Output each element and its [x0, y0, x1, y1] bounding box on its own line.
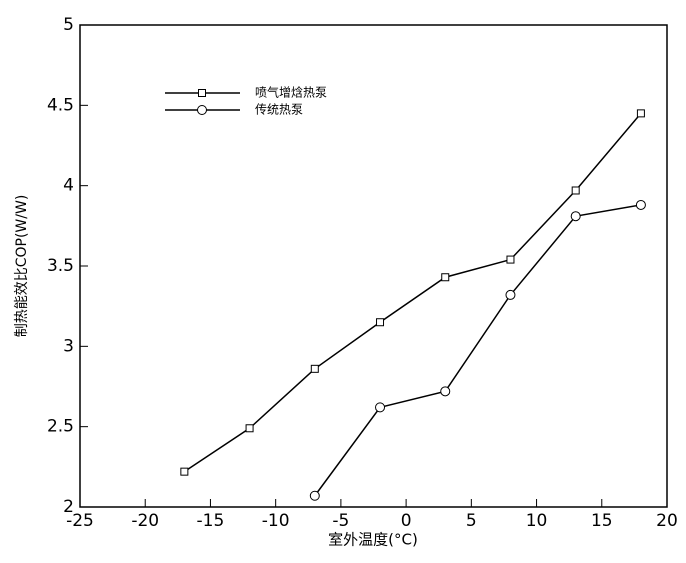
marker — [635, 199, 646, 210]
y-axis-label: 制热能效比COP(W/W) — [14, 195, 30, 338]
y-tick-label: 3 — [63, 336, 74, 356]
marker — [636, 109, 645, 118]
x-axis-label: 室外温度(°C) — [328, 531, 418, 549]
x-tick-label: -20 — [131, 511, 159, 531]
marker — [570, 211, 581, 222]
marker — [197, 105, 207, 115]
plot-frame — [79, 24, 668, 508]
marker — [505, 289, 516, 300]
marker — [309, 490, 320, 501]
x-tick-label: -15 — [197, 511, 225, 531]
y-tick-label: 4.5 — [47, 95, 74, 115]
marker — [245, 424, 254, 433]
y-tick-label: 2 — [63, 497, 74, 517]
series-line — [314, 204, 642, 497]
y-tick-label: 4 — [63, 176, 74, 196]
marker — [571, 186, 580, 195]
series-line — [183, 112, 642, 473]
x-tick-label: 15 — [591, 511, 613, 531]
x-tick-label: 0 — [401, 511, 412, 531]
y-tick-label: 2.5 — [47, 417, 74, 437]
x-tick-label: 10 — [526, 511, 548, 531]
legend-label: 喷气增焓热泵 — [255, 85, 327, 100]
y-tick-label: 3.5 — [47, 256, 74, 276]
marker — [440, 386, 451, 397]
x-tick-label: 20 — [656, 511, 678, 531]
marker — [180, 467, 189, 476]
x-tick-label: -5 — [332, 511, 349, 531]
marker — [310, 364, 319, 373]
x-tick-label: -25 — [66, 511, 94, 531]
y-tick-label: 5 — [63, 15, 74, 35]
marker — [441, 273, 450, 282]
marker — [375, 402, 386, 413]
marker — [506, 255, 515, 264]
x-tick-label: 5 — [466, 511, 477, 531]
legend-label: 传统热泵 — [255, 102, 303, 117]
marker — [376, 318, 385, 327]
marker — [198, 89, 206, 97]
x-tick-label: -10 — [262, 511, 290, 531]
